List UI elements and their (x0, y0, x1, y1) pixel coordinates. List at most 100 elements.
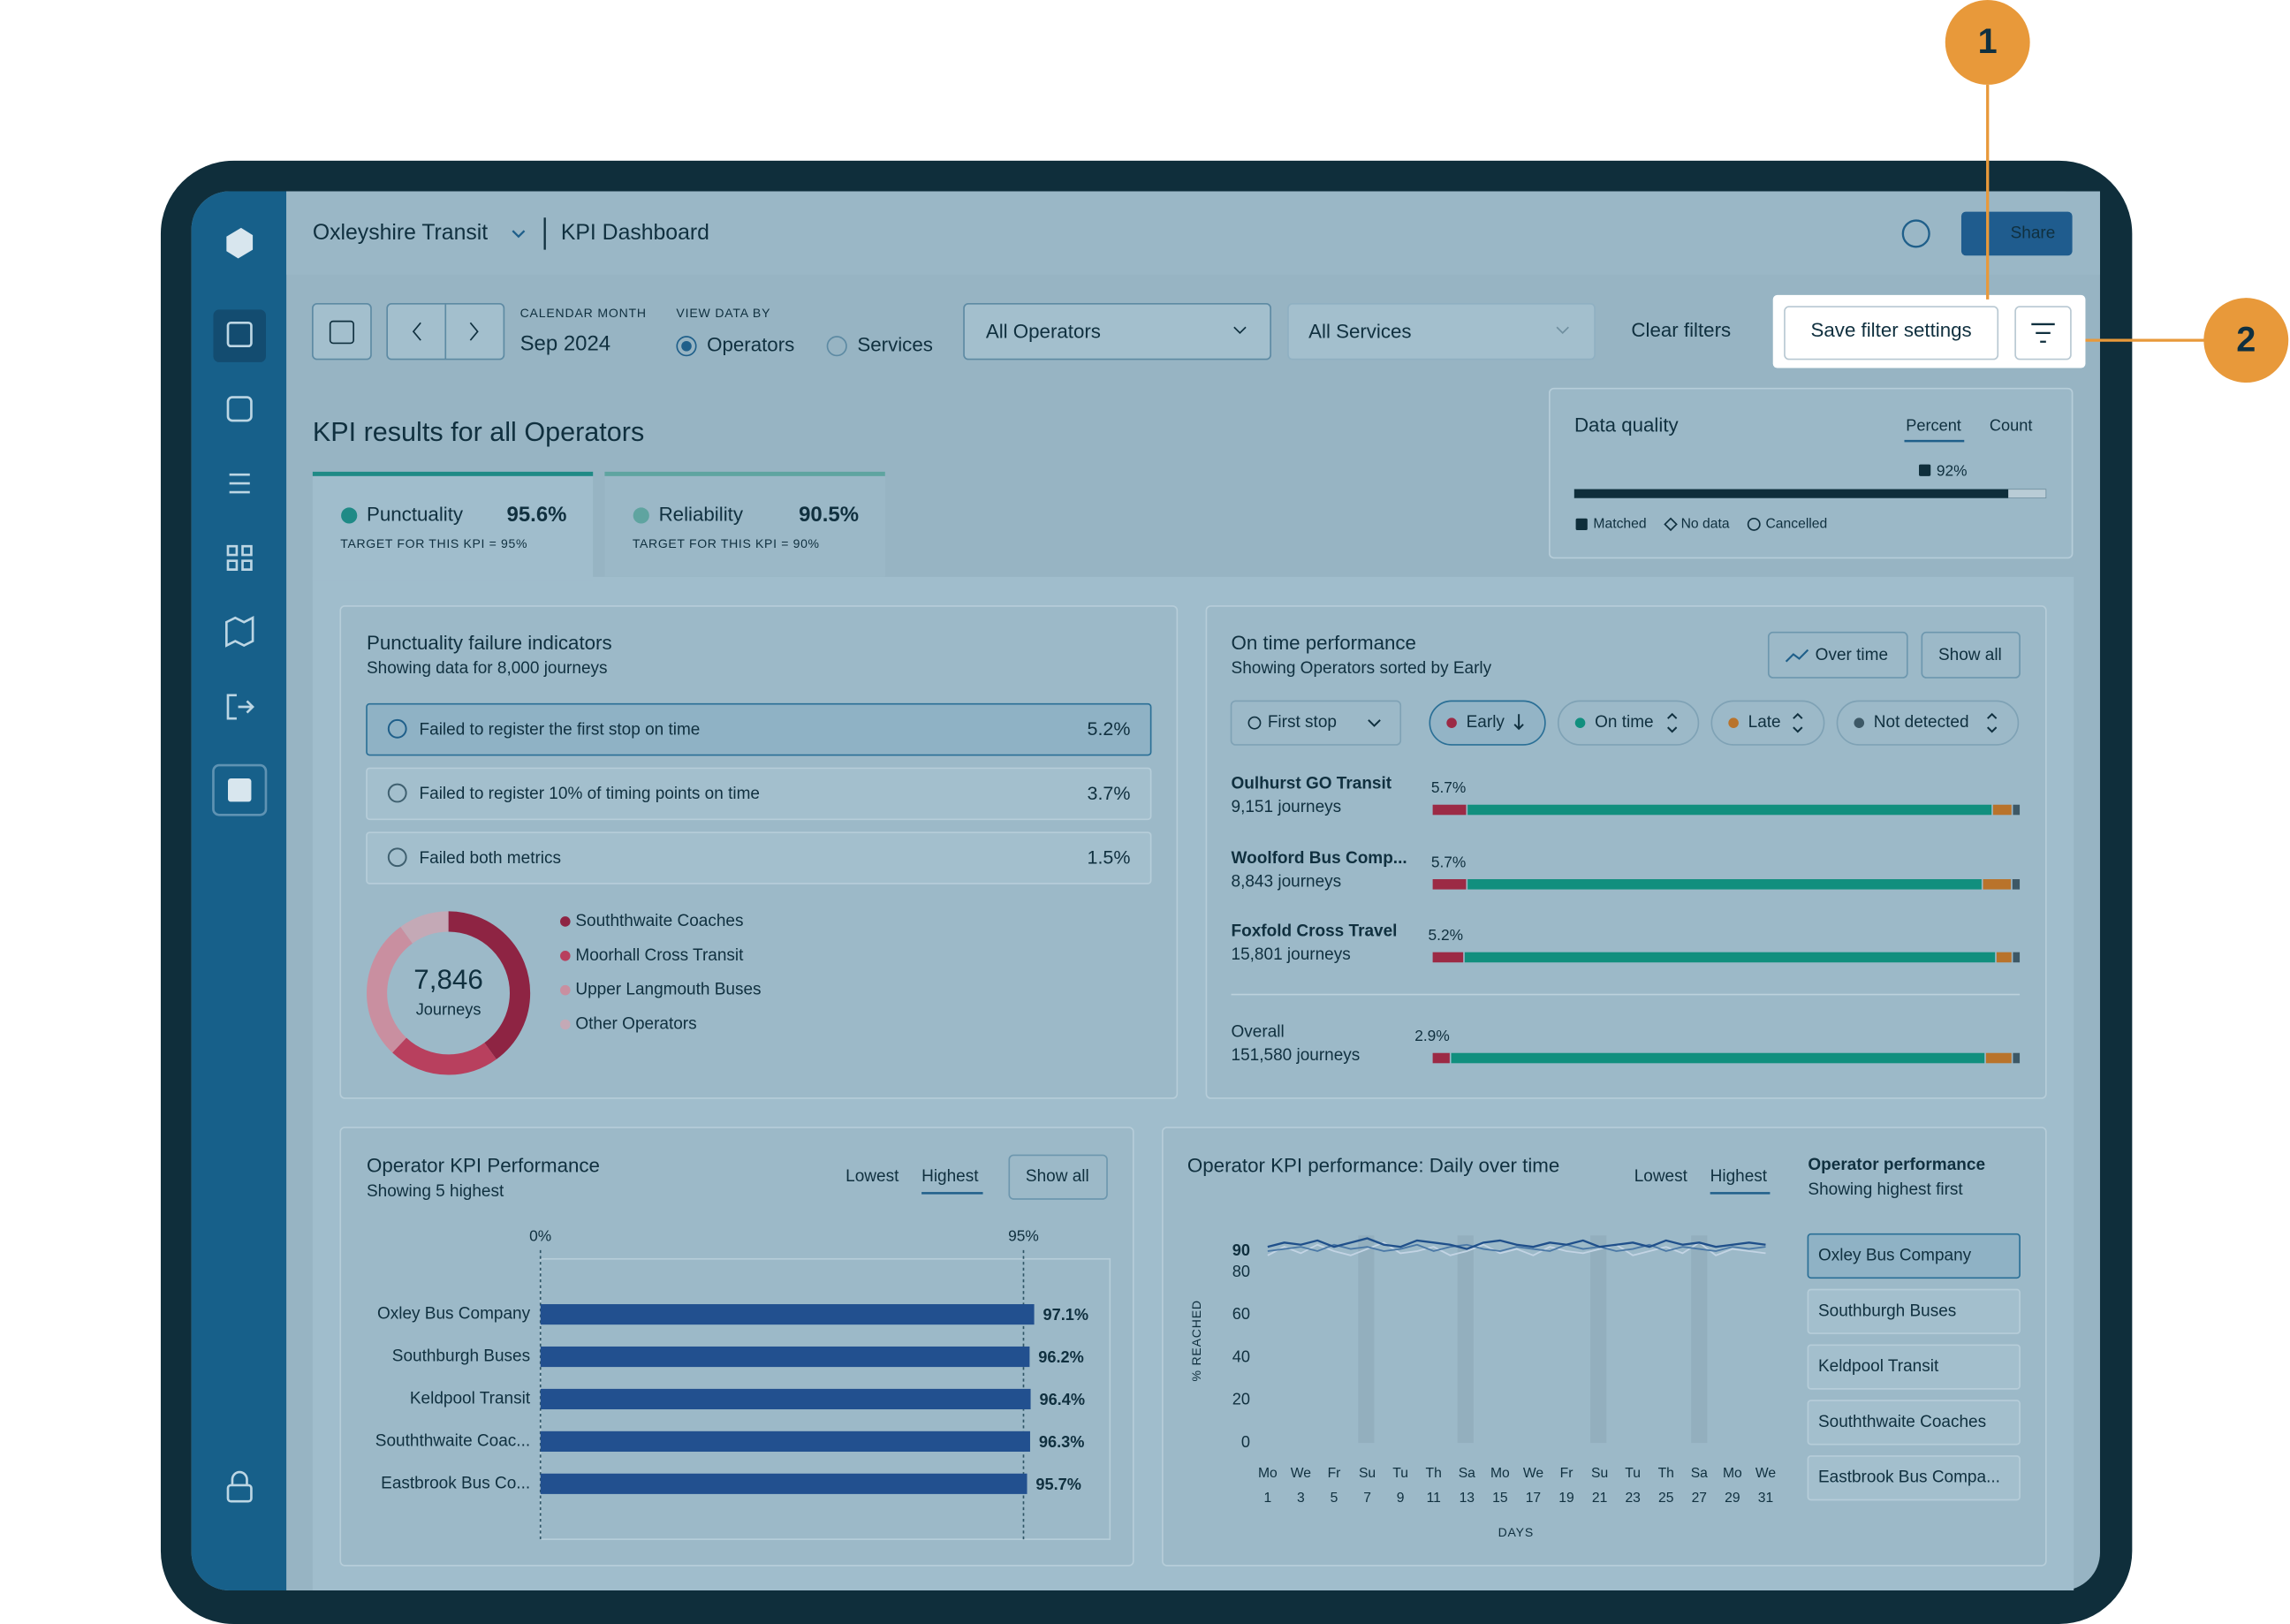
x-tick-day: We (1755, 1466, 1777, 1481)
bar-segment (1432, 879, 1467, 890)
button-label: Over time (1816, 646, 1888, 664)
line-series (1267, 1237, 1766, 1250)
card-title: Data quality (1574, 414, 1680, 436)
card-title: Operator KPI performance: Daily over tim… (1187, 1155, 1559, 1177)
indicator-row[interactable] (366, 831, 1152, 884)
bar (540, 1346, 1030, 1368)
annotation-badge (1945, 0, 2030, 85)
row-icon (387, 718, 407, 739)
card-title: Punctuality failure indicators (367, 632, 612, 654)
nav-apps[interactable] (226, 544, 253, 571)
pill-dot (1728, 717, 1739, 728)
card-subtitle: Showing data for 8,000 journeys (367, 659, 608, 678)
toggle: Highest (921, 1167, 979, 1186)
legend-label: No data (1681, 517, 1730, 532)
save-button[interactable] (1784, 306, 1999, 360)
nav-extra[interactable] (212, 763, 268, 816)
operator-item[interactable] (1807, 1288, 2021, 1334)
operator-item-label: Oxley Bus Company (1818, 1246, 1972, 1264)
indicator-row[interactable] (366, 767, 1152, 821)
indicator-value: 1.5% (1088, 847, 1131, 869)
data-quality-card (1549, 387, 2074, 559)
bar-segment (1451, 1052, 1985, 1064)
radio-label: Operators (707, 334, 794, 356)
show-all-button[interactable] (1921, 631, 2021, 679)
category-label: Eastbrook Bus Co... (381, 1474, 530, 1492)
matched-bar (1573, 489, 2009, 498)
indicator-row[interactable] (366, 702, 1152, 756)
legend-swatch (1747, 517, 1761, 531)
pill-label: Early (1467, 713, 1505, 732)
donut-segment (367, 911, 531, 1075)
y-tick-label: 80 (1232, 1263, 1250, 1280)
tab-value: 90.5% (799, 503, 859, 527)
nav-selected[interactable] (213, 309, 266, 362)
x-tick-day: Th (1658, 1466, 1674, 1481)
x-tick-day: Mo (1490, 1466, 1510, 1481)
help-icon[interactable] (1901, 219, 1930, 248)
nav-map[interactable] (225, 616, 254, 648)
legend-label: Other Operators (575, 1015, 696, 1034)
bar-segment (1985, 1052, 2012, 1064)
lock-shackle (231, 1470, 248, 1485)
early-label: 5.2% (1428, 926, 1463, 944)
top-bar (286, 191, 2100, 275)
month-value: Sep 2024 (520, 331, 611, 355)
x-tick-day: Fr (1560, 1466, 1573, 1481)
radio-label: Services (857, 334, 933, 356)
tab-punctuality[interactable] (312, 471, 594, 581)
indicator-value: 3.7% (1088, 783, 1131, 804)
operator-item[interactable] (1807, 1344, 2021, 1390)
value-label: 96.2% (1038, 1348, 1084, 1366)
annotation-number: 2 (2236, 320, 2256, 359)
filter-label: VIEW DATA BY (676, 306, 770, 320)
filter-pill[interactable] (1710, 700, 1825, 746)
dropdown-value: All Operators (986, 321, 1101, 343)
bar-segment (2013, 952, 2021, 963)
legend-label: Cancelled (1765, 517, 1827, 532)
radio-services[interactable] (826, 336, 847, 357)
operators-dropdown[interactable] (963, 302, 1271, 360)
legend-swatch (1575, 518, 1588, 530)
operator-item[interactable] (1807, 1400, 2021, 1446)
nav-bus[interactable] (226, 396, 253, 422)
x-tick-day: Mo (1258, 1466, 1278, 1481)
org-caret[interactable] (512, 230, 526, 239)
filter-pill[interactable] (1557, 700, 1700, 746)
kpi-title: KPI results for all Operators (313, 417, 644, 447)
over-time-button[interactable] (1767, 631, 1908, 679)
operator-item[interactable] (1807, 1455, 2021, 1501)
bar-segment (1464, 952, 1996, 963)
calendar-button[interactable] (312, 302, 372, 360)
toggle: Percent (1906, 416, 1961, 434)
month-arrows[interactable] (412, 322, 479, 341)
donut-segment (367, 911, 531, 1075)
y-tick-label: 90 (1232, 1241, 1250, 1259)
radio-operators[interactable] (676, 336, 697, 357)
tab-reliability[interactable] (604, 471, 885, 577)
donut-segment (367, 911, 531, 1075)
list-title: Operator performance (1808, 1156, 1985, 1174)
nav-dashboard[interactable] (226, 321, 253, 348)
panels (312, 387, 2074, 1590)
value-marker (1919, 464, 1931, 476)
filter-pill[interactable] (1429, 700, 1546, 746)
pill-dot (1446, 717, 1457, 728)
lock[interactable] (226, 1484, 253, 1503)
filter-pill[interactable] (1230, 700, 1402, 746)
services-dropdown[interactable] (1287, 302, 1596, 360)
operator-item[interactable] (1807, 1233, 2021, 1279)
weekend-band (1590, 1235, 1607, 1444)
button-label: Show all (1938, 646, 2002, 664)
nav-list[interactable] (229, 473, 250, 494)
sidebar-icons (212, 227, 268, 1503)
x-tick-day: Th (1426, 1466, 1442, 1481)
indicator-label: Failed both metrics (420, 849, 562, 868)
y-axis-label: % REACHED (1189, 1300, 1203, 1381)
nav-logout[interactable] (226, 694, 254, 720)
bar-segment (1467, 804, 1992, 816)
filter-pill[interactable] (1836, 700, 2020, 746)
show-all-button[interactable] (1008, 1154, 1108, 1200)
pill-dot (1854, 717, 1865, 728)
filter-label: CALENDAR MONTH (520, 306, 647, 320)
